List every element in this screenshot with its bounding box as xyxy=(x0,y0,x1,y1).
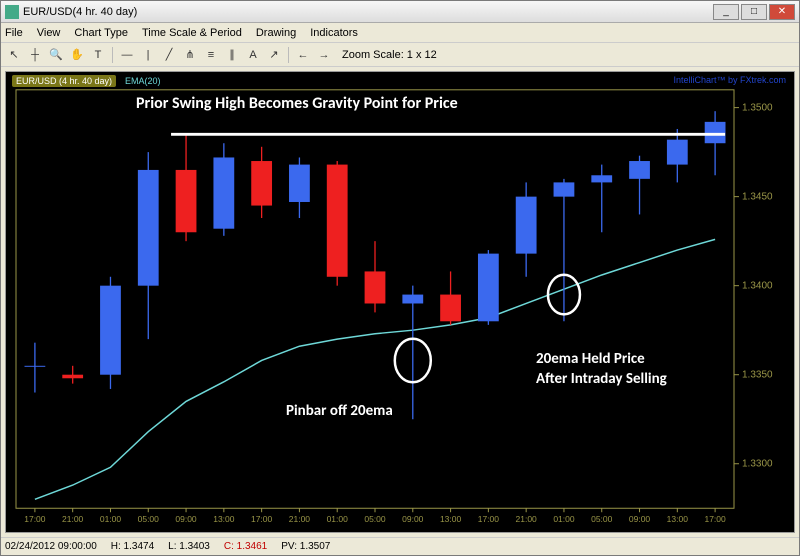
svg-text:05:00: 05:00 xyxy=(364,514,386,524)
svg-text:09:00: 09:00 xyxy=(402,514,424,524)
svg-text:21:00: 21:00 xyxy=(289,514,311,524)
svg-text:13:00: 13:00 xyxy=(667,514,689,524)
titlebar: EUR/USD(4 hr. 40 day) _ □ ✕ xyxy=(1,1,799,23)
status-high: H: 1.3474 xyxy=(111,541,154,552)
svg-text:01:00: 01:00 xyxy=(327,514,349,524)
svg-text:17:00: 17:00 xyxy=(24,514,46,524)
watermark: IntelliChart™ by FXtrek.com xyxy=(673,75,786,85)
menu-file[interactable]: File xyxy=(5,27,23,39)
status-close: C: 1.3461 xyxy=(224,541,267,552)
toolbar: ↖ ┼ 🔍 ✋ T — | ╱ ⋔ ≡ ∥ A ↗ ← → Zoom Scale… xyxy=(1,43,799,67)
pointer-icon[interactable]: ↖ xyxy=(5,46,23,64)
toolbar-separator xyxy=(112,47,113,63)
indicator-label: EMA(20) xyxy=(122,75,164,87)
statusbar: 02/24/2012 09:00:00 H: 1.3474 L: 1.3403 … xyxy=(1,537,799,555)
magnify-icon[interactable]: 🔍 xyxy=(47,46,65,64)
svg-text:13:00: 13:00 xyxy=(213,514,235,524)
annotate-icon[interactable]: A xyxy=(244,46,262,64)
right-icon[interactable]: → xyxy=(315,46,333,64)
annotation-title: Prior Swing High Becomes Gravity Point f… xyxy=(136,94,458,113)
close-button[interactable]: ✕ xyxy=(769,4,795,20)
annotation-held-1: 20ema Held Price xyxy=(536,350,645,368)
menu-drawing[interactable]: Drawing xyxy=(256,27,296,39)
svg-text:17:00: 17:00 xyxy=(704,514,726,524)
svg-text:01:00: 01:00 xyxy=(553,514,575,524)
svg-text:17:00: 17:00 xyxy=(478,514,500,524)
pitchfork-icon[interactable]: ⋔ xyxy=(181,46,199,64)
svg-text:01:00: 01:00 xyxy=(100,514,122,524)
minimize-button[interactable]: _ xyxy=(713,4,739,20)
menu-indicators[interactable]: Indicators xyxy=(310,27,358,39)
symbol-badge: EUR/USD (4 hr. 40 day) xyxy=(12,75,116,87)
left-icon[interactable]: ← xyxy=(294,46,312,64)
svg-text:05:00: 05:00 xyxy=(591,514,613,524)
svg-text:1.3500: 1.3500 xyxy=(742,103,773,114)
channel-icon[interactable]: ∥ xyxy=(223,46,241,64)
zoom-label: Zoom Scale: 1 x 12 xyxy=(342,49,437,61)
trendline-icon[interactable]: ╱ xyxy=(160,46,178,64)
svg-text:21:00: 21:00 xyxy=(516,514,538,524)
menu-time-scale[interactable]: Time Scale & Period xyxy=(142,27,242,39)
menubar: File View Chart Type Time Scale & Period… xyxy=(1,23,799,43)
svg-text:1.3450: 1.3450 xyxy=(742,192,773,203)
vline-icon[interactable]: | xyxy=(139,46,157,64)
status-low: L: 1.3403 xyxy=(168,541,210,552)
annotation-held-2: After Intraday Selling xyxy=(536,370,667,388)
svg-text:1.3400: 1.3400 xyxy=(742,281,773,292)
status-pv: PV: 1.3507 xyxy=(281,541,330,552)
svg-text:05:00: 05:00 xyxy=(138,514,160,524)
svg-text:1.3300: 1.3300 xyxy=(742,459,773,470)
app-icon xyxy=(5,5,19,19)
menu-chart-type[interactable]: Chart Type xyxy=(74,27,128,39)
menu-view[interactable]: View xyxy=(37,27,61,39)
svg-text:17:00: 17:00 xyxy=(251,514,273,524)
window-title: EUR/USD(4 hr. 40 day) xyxy=(23,6,713,18)
arrow-icon[interactable]: ↗ xyxy=(265,46,283,64)
svg-text:09:00: 09:00 xyxy=(175,514,197,524)
svg-text:09:00: 09:00 xyxy=(629,514,651,524)
chart-frame[interactable]: EUR/USD (4 hr. 40 day) EMA(20) IntelliCh… xyxy=(5,71,795,533)
svg-text:21:00: 21:00 xyxy=(62,514,84,524)
text-icon[interactable]: T xyxy=(89,46,107,64)
status-datetime: 02/24/2012 09:00:00 xyxy=(5,541,97,552)
crosshair-icon[interactable]: ┼ xyxy=(26,46,44,64)
hline-icon[interactable]: — xyxy=(118,46,136,64)
svg-text:13:00: 13:00 xyxy=(440,514,462,524)
chart-svg: 1.3300 1.3350 1.3400 1.3450 1.3500 17:00 21:00… xyxy=(6,72,794,532)
hand-icon[interactable]: ✋ xyxy=(68,46,86,64)
toolbar-separator xyxy=(288,47,289,63)
maximize-button[interactable]: □ xyxy=(741,4,767,20)
svg-text:1.3350: 1.3350 xyxy=(742,370,773,381)
chart-container: EUR/USD (4 hr. 40 day) EMA(20) IntelliCh… xyxy=(1,67,799,537)
fib-icon[interactable]: ≡ xyxy=(202,46,220,64)
annotation-pinbar: Pinbar off 20ema xyxy=(286,402,393,420)
